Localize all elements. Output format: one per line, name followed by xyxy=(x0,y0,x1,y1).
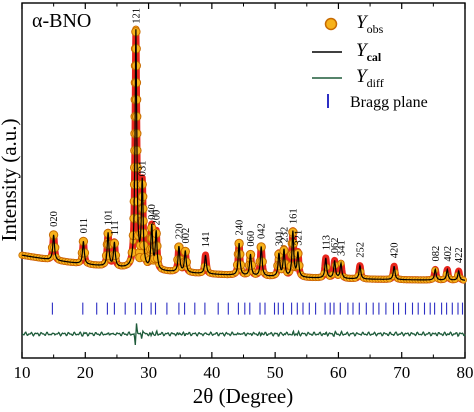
legend-obs-label: Yobs xyxy=(356,12,384,36)
peak-label: 020 xyxy=(49,211,60,227)
x-tick-label: 70 xyxy=(393,363,410,382)
peak-label: 252 xyxy=(355,242,366,258)
peak-label: 113 xyxy=(321,235,332,250)
x-tick-label: 80 xyxy=(457,363,474,382)
peak-label: 121 xyxy=(131,8,142,24)
peak-label: 402 xyxy=(443,246,454,262)
y-axis-label: Intensity (a.u.) xyxy=(0,118,21,241)
legend-bragg-label: Bragg plane xyxy=(350,94,428,111)
legend: Yobs Ycal Ydiff Bragg plane xyxy=(312,12,428,111)
peak-label: 420 xyxy=(390,243,401,259)
peak-label: 341 xyxy=(337,240,348,256)
peak-label: 232 xyxy=(280,227,291,243)
peak-label: 060 xyxy=(246,231,257,247)
peak-label: 101 xyxy=(104,210,115,226)
peak-label: 011 xyxy=(79,218,90,233)
diff-series-line xyxy=(21,323,466,346)
peak-label: 002 xyxy=(181,228,192,244)
peak-label: 301 xyxy=(274,231,285,247)
x-tick-label: 20 xyxy=(77,363,94,382)
x-tick-label: 50 xyxy=(267,363,284,382)
x-tick-label: 10 xyxy=(14,363,31,382)
x-axis-label: 2θ (Degree) xyxy=(193,384,293,408)
x-tick-label: 60 xyxy=(330,363,347,382)
peak-label: 161 xyxy=(288,208,299,224)
peak-label: 082 xyxy=(431,246,442,262)
panel-label: α-BNO xyxy=(32,10,91,32)
legend-diff-label: Ydiff xyxy=(356,66,384,90)
peak-label: 040 xyxy=(147,204,158,220)
peak-label: 240 xyxy=(235,220,246,236)
peak-label: 062 xyxy=(330,237,341,253)
peak-label: 220 xyxy=(174,223,185,239)
legend-cal-label: Ycal xyxy=(356,40,382,64)
peak-label: 042 xyxy=(257,223,268,239)
peak-label: 141 xyxy=(201,232,212,248)
legend-obs-marker xyxy=(324,17,338,31)
cal-series-line xyxy=(22,29,465,281)
peak-label: 200 xyxy=(152,210,163,226)
peak-label: 321 xyxy=(293,230,304,246)
x-tick-label: 30 xyxy=(140,363,157,382)
peak-label: 111 xyxy=(110,220,121,235)
x-tick-label: 40 xyxy=(203,363,220,382)
peak-label: 422 xyxy=(454,247,465,263)
peak-label: 031 xyxy=(138,161,149,177)
